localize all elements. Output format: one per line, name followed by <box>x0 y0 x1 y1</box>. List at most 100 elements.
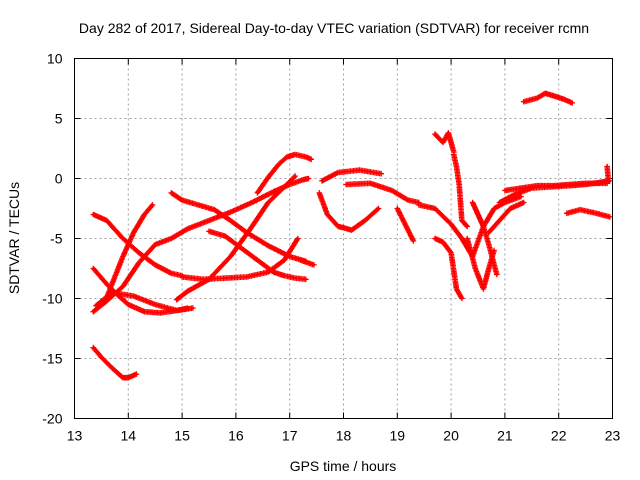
data-point <box>283 274 286 277</box>
series-trace <box>90 344 140 381</box>
data-series-arc-14 <box>297 257 317 268</box>
data-point <box>293 276 297 280</box>
data-series-arc-01 <box>90 344 140 381</box>
data-point <box>229 255 232 258</box>
data-point <box>272 270 275 274</box>
data-series-arc-28 <box>604 163 611 182</box>
data-point <box>433 132 437 136</box>
data-point <box>570 101 574 105</box>
x-tick-label: 20 <box>443 428 459 444</box>
data-series-arc-19 <box>451 151 470 230</box>
data-point <box>455 165 458 168</box>
data-point <box>406 198 410 202</box>
data-point <box>143 310 146 313</box>
data-point <box>379 172 383 175</box>
x-tick-label: 21 <box>497 428 513 444</box>
data-point <box>240 246 243 250</box>
data-point <box>293 153 297 156</box>
y-tick-label: -20 <box>42 411 62 427</box>
data-point <box>441 141 445 144</box>
series-trace <box>486 199 527 236</box>
data-point <box>304 278 308 281</box>
data-point <box>579 208 582 211</box>
data-point <box>544 92 547 95</box>
data-point <box>455 287 458 291</box>
data-series-arc-20 <box>432 235 465 302</box>
data-point <box>175 309 178 312</box>
data-point <box>522 100 525 103</box>
data-point <box>170 237 173 240</box>
data-point <box>266 244 270 247</box>
data-point <box>143 213 146 216</box>
data-point <box>299 258 302 262</box>
data-layer <box>90 90 613 381</box>
data-point <box>191 306 195 310</box>
data-point <box>266 270 270 274</box>
data-series-arc-11 <box>254 151 314 196</box>
data-point <box>452 153 455 156</box>
data-point <box>595 212 598 215</box>
data-series-arc-08 <box>173 173 298 303</box>
data-point <box>285 155 289 159</box>
x-tick-label: 13 <box>67 428 83 444</box>
data-point <box>272 190 275 193</box>
data-point <box>92 310 95 313</box>
data-point <box>605 165 609 168</box>
data-point <box>94 304 98 307</box>
x-tick-label: 14 <box>121 428 137 444</box>
data-point <box>266 201 270 204</box>
data-point <box>474 267 477 270</box>
data-point <box>390 189 394 192</box>
data-point <box>92 346 95 349</box>
data-point <box>154 243 157 246</box>
data-point <box>460 219 464 222</box>
data-point <box>127 376 130 379</box>
data-point <box>457 183 461 186</box>
data-point <box>565 212 568 215</box>
data-point <box>277 162 281 166</box>
data-point <box>175 298 178 301</box>
series-trace <box>343 180 422 206</box>
data-point <box>350 228 353 232</box>
data-point <box>250 225 254 228</box>
data-point <box>476 213 480 216</box>
y-tick-label: -10 <box>42 291 62 307</box>
data-series-arc-22 <box>469 199 500 278</box>
data-series-arc-25 <box>502 180 610 194</box>
data-point <box>562 98 566 101</box>
data-point <box>320 179 324 183</box>
x-axis-label: GPS time / hours <box>290 458 397 474</box>
data-point <box>151 203 154 207</box>
x-tick-label: 23 <box>605 428 621 444</box>
data-point <box>170 191 173 195</box>
grid-layer <box>74 58 613 419</box>
data-point <box>159 311 162 315</box>
x-tick-label: 15 <box>174 428 190 444</box>
series-trace <box>451 151 470 230</box>
data-point <box>363 219 367 222</box>
data-point <box>441 240 445 244</box>
data-point <box>487 243 490 246</box>
data-point <box>121 376 125 379</box>
data-point <box>266 176 270 179</box>
data-point <box>207 230 211 233</box>
data-point <box>229 219 232 222</box>
data-point <box>296 237 299 240</box>
data-point <box>180 198 184 202</box>
data-point <box>92 267 95 270</box>
data-point <box>154 303 157 306</box>
data-point <box>498 201 501 204</box>
data-point <box>509 207 512 210</box>
y-tick-label: -15 <box>42 351 62 367</box>
series-trace <box>432 235 465 302</box>
data-point <box>460 297 464 300</box>
data-point <box>487 267 490 270</box>
data-point <box>186 227 189 231</box>
data-series-arc-15 <box>343 180 422 206</box>
data-series-arc-12 <box>319 167 384 184</box>
data-point <box>482 225 485 228</box>
data-point <box>312 263 316 267</box>
data-point <box>447 131 450 135</box>
data-point <box>552 184 555 187</box>
data-point <box>105 282 108 286</box>
